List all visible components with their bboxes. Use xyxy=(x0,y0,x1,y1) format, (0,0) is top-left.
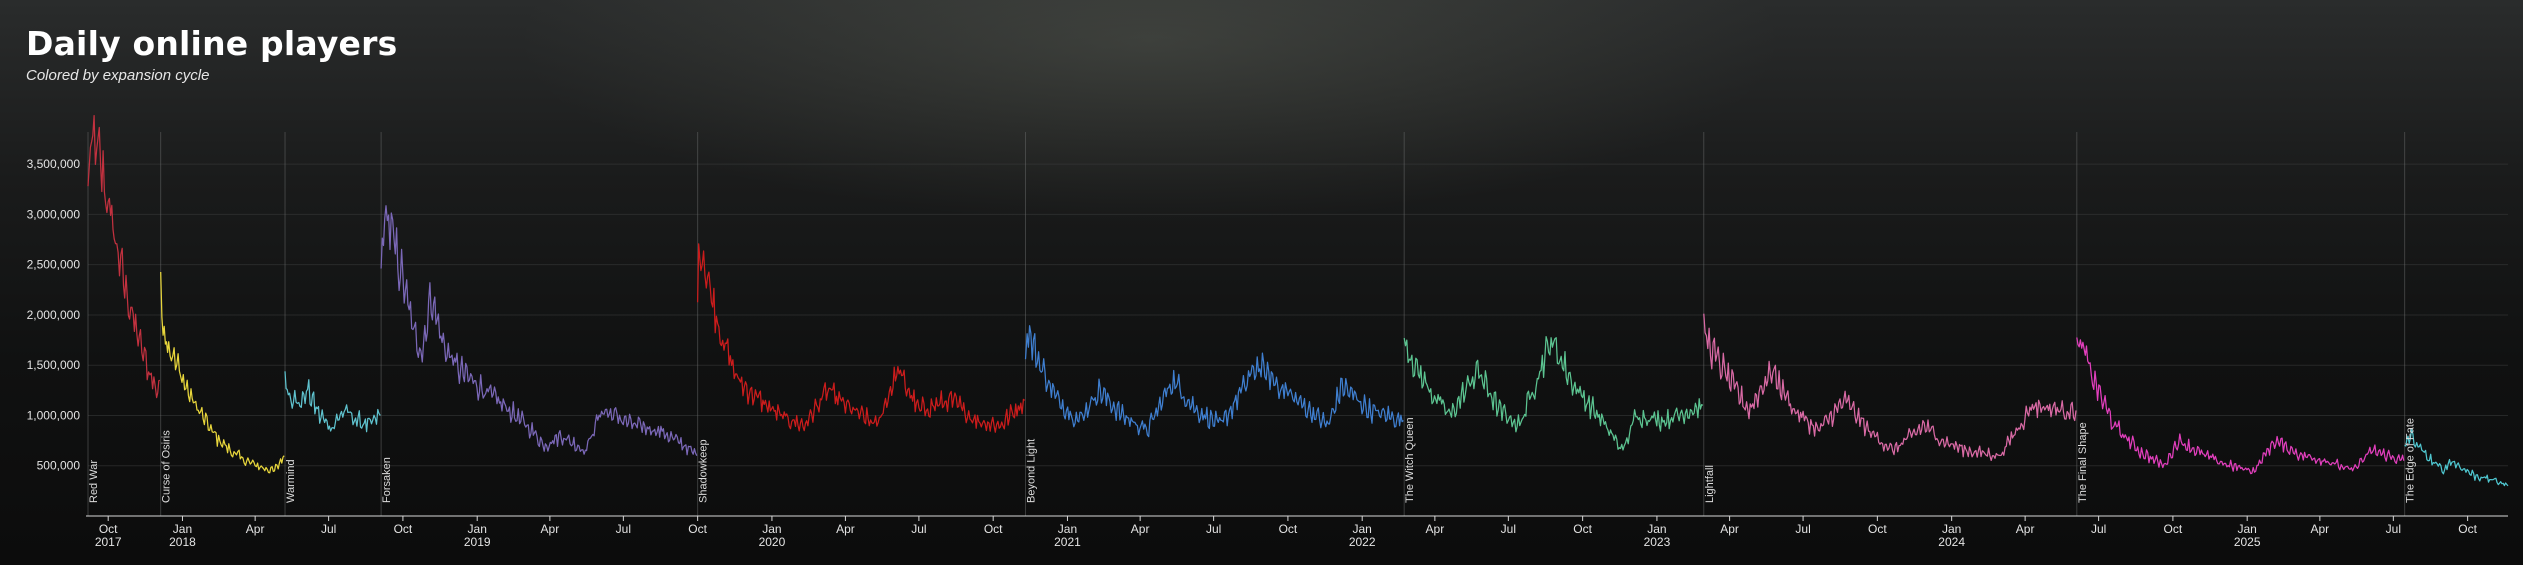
series-line-the-final-shape xyxy=(2076,337,2405,475)
series-line-beyond-light xyxy=(1024,325,1404,438)
x-tick-label: Oct xyxy=(2458,522,2477,536)
series-line-forsaken xyxy=(380,205,698,456)
chart-title: Daily online players xyxy=(26,24,398,63)
x-tick-label: Apr xyxy=(1131,522,1150,536)
x-tick-label: Jan xyxy=(173,522,192,536)
expansion-label: Warmind xyxy=(285,459,297,503)
expansion-label: Lightfall xyxy=(1704,465,1716,503)
series-line-the-witch-queen xyxy=(1403,335,1704,451)
x-tick-label: Jul xyxy=(2386,522,2401,536)
x-tick-label: Jan xyxy=(762,522,781,536)
x-tick-label: Apr xyxy=(1720,522,1739,536)
x-tick-label: Jul xyxy=(1501,522,1516,536)
x-tick-label: Oct xyxy=(1868,522,1887,536)
x-tick-label: Oct xyxy=(394,522,413,536)
y-tick-label: 2,500,000 xyxy=(27,258,81,272)
chart-header: Daily online players Colored by expansio… xyxy=(26,24,397,84)
expansion-label: The Edge of Fate xyxy=(2405,418,2417,503)
x-tick-label: Oct xyxy=(1573,522,1592,536)
x-tick-label: Oct xyxy=(984,522,1003,536)
expansion-label: Forsaken xyxy=(381,457,393,503)
x-tick-label: Jan xyxy=(468,522,487,536)
series-line-red-war xyxy=(87,114,161,399)
x-tick-label: Oct xyxy=(2164,522,2183,536)
x-tick-label: Oct xyxy=(99,522,118,536)
y-tick-label: 1,000,000 xyxy=(27,408,81,422)
series-line-curse-of-osiris xyxy=(160,271,285,474)
series-lines xyxy=(87,114,2509,487)
x-tick-year-label: 2022 xyxy=(1349,535,1376,549)
expansion-labels: Red War Curse of Osiris Warmind Forsaken Sha… xyxy=(88,417,2417,503)
series-line-lightfall xyxy=(1703,313,2077,462)
x-tick-label: Jan xyxy=(1647,522,1666,536)
x-tick-label: Oct xyxy=(688,522,707,536)
chart-subtitle: Colored by expansion cycle xyxy=(26,67,210,84)
x-tick-year-label: 2021 xyxy=(1054,535,1081,549)
x-tick-label: Jul xyxy=(616,522,631,536)
series-line-shadowkeep xyxy=(696,243,1026,433)
expansion-label: Curse of Osiris xyxy=(161,430,173,503)
grid-lines xyxy=(88,163,2508,467)
x-tick-label: Apr xyxy=(836,522,855,536)
y-tick-label: 2,000,000 xyxy=(27,308,81,322)
x-tick-label: Jan xyxy=(1942,522,1961,536)
x-tick-year-label: 2020 xyxy=(759,535,786,549)
expansion-label: The Final Shape xyxy=(2077,422,2089,503)
y-tick-label: 1,500,000 xyxy=(27,358,81,372)
x-tick-year-label: 2024 xyxy=(1938,535,1965,549)
expansion-label: Red War xyxy=(88,460,100,503)
x-tick-label: Apr xyxy=(2311,522,2330,536)
x-tick-label: Jul xyxy=(1206,522,1221,536)
series-line-the-edge-of-fate xyxy=(2404,428,2509,487)
x-tick-year-label: 2017 xyxy=(95,535,122,549)
x-tick-label: Apr xyxy=(541,522,560,536)
expansion-markers xyxy=(87,132,2406,516)
x-tick-year-label: 2023 xyxy=(1644,535,1671,549)
x-tick-label: Jul xyxy=(2091,522,2106,536)
y-tick-label: 3,500,000 xyxy=(27,157,81,171)
x-tick-label: Jan xyxy=(2238,522,2257,536)
x-tick-label: Apr xyxy=(2016,522,2035,536)
x-tick-label: Apr xyxy=(1426,522,1445,536)
x-tick-label: Jul xyxy=(321,522,336,536)
y-axis: 500,000 1,000,000 1,500,000 2,000,000 2,500,… xyxy=(27,157,81,473)
x-tick-year-label: 2025 xyxy=(2234,535,2261,549)
x-tick-label: Jul xyxy=(911,522,926,536)
expansion-label: The Witch Queen xyxy=(1404,417,1416,503)
y-tick-label: 500,000 xyxy=(37,459,81,473)
x-tick-label: Apr xyxy=(246,522,265,536)
x-tick-label: Jan xyxy=(1058,522,1077,536)
x-tick-year-label: 2019 xyxy=(464,535,491,549)
x-tick-year-label: 2018 xyxy=(169,535,196,549)
expansion-label: Beyond Light xyxy=(1025,439,1037,503)
x-tick-label: Jul xyxy=(1795,522,1810,536)
x-tick-label: Oct xyxy=(1279,522,1298,536)
series-line-warmind xyxy=(284,371,381,433)
x-tick-label: Jan xyxy=(1353,522,1372,536)
expansion-label: Shadowkeep xyxy=(698,439,710,503)
y-tick-label: 3,000,000 xyxy=(27,207,81,221)
